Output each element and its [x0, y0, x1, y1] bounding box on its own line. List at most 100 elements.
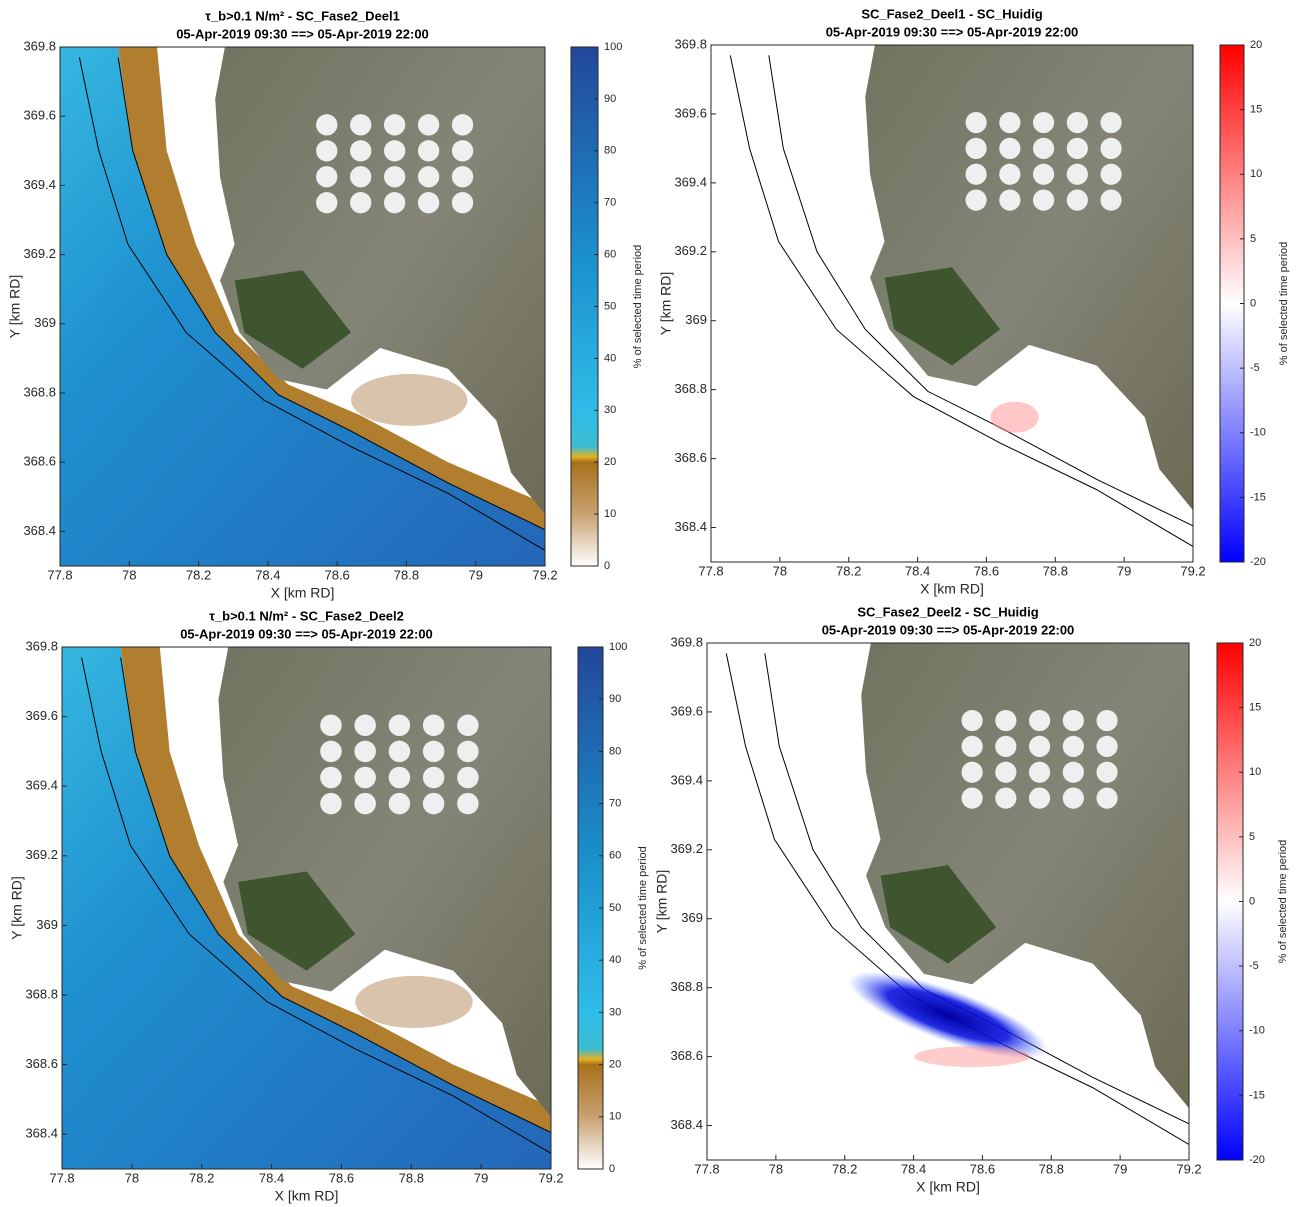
tank	[389, 741, 411, 763]
colorbar-tick-label: -15	[1250, 491, 1266, 503]
map-panel	[62, 647, 551, 1169]
chart-title: SC_Fase2_Deel1 - SC_Huidig	[861, 6, 1042, 21]
colorbar-tick-label: 0	[604, 560, 610, 572]
tank	[452, 140, 473, 161]
x-tick-label: 79	[1117, 563, 1131, 578]
tank	[1067, 164, 1088, 185]
tank	[423, 767, 445, 789]
y-tick-label: 369.2	[674, 243, 707, 258]
x-tick-label: 78	[125, 1170, 139, 1185]
tank	[1029, 710, 1050, 731]
x-axis-label: X [km RD]	[920, 581, 984, 597]
tank	[320, 741, 342, 763]
tank	[457, 767, 479, 789]
colorbar-tick-label: 20	[609, 1059, 621, 1071]
tank	[418, 140, 439, 161]
tank	[1100, 189, 1121, 210]
y-tick-label: 369.4	[674, 174, 707, 189]
tank	[418, 192, 439, 213]
colorbar-tick-label: 20	[1250, 39, 1262, 51]
y-tick-label: 368.8	[23, 384, 56, 399]
y-tick-label: 369	[685, 312, 707, 327]
colorbar-tick-label: 80	[604, 145, 616, 157]
y-tick-label: 369	[36, 917, 58, 932]
y-tick-label: 369.8	[23, 38, 56, 53]
colorbar-tick-label: -20	[1249, 1154, 1265, 1166]
x-axis-label: X [km RD]	[275, 1188, 339, 1204]
colorbar-tick-label: 5	[1249, 831, 1255, 843]
tank	[999, 164, 1020, 185]
tank	[350, 140, 371, 161]
y-tick-label: 369.6	[23, 108, 56, 123]
y-axis-label: Y [km RD]	[7, 275, 23, 339]
colorbar-tick-label: 40	[604, 352, 616, 364]
x-tick-label: 78.8	[394, 567, 419, 582]
colorbar-tick-label: 30	[609, 1006, 621, 1018]
x-tick-label: 78.2	[836, 563, 861, 578]
colorbar-tick-label: -15	[1249, 1089, 1265, 1101]
y-tick-label: 369.8	[25, 638, 58, 653]
colorbar-tick-label: 90	[609, 693, 621, 705]
x-tick-label: 78.4	[905, 563, 930, 578]
tank	[423, 741, 445, 763]
colorbar-tick-label: 0	[1249, 895, 1255, 907]
tank	[354, 767, 376, 789]
colorbar-tick-label: 10	[609, 1111, 621, 1123]
colorbar-tick-label: 5	[1250, 233, 1256, 245]
colorbar-tick-label: -20	[1250, 556, 1266, 568]
tank	[320, 767, 342, 789]
colorbar-tick-label: 80	[609, 745, 621, 757]
colorbar-tick-label: -10	[1249, 1025, 1265, 1037]
tank	[1029, 762, 1050, 783]
map-panel	[711, 45, 1193, 562]
tank	[350, 166, 371, 187]
x-tick-label: 78.6	[974, 563, 999, 578]
tank	[389, 715, 411, 737]
tank	[350, 114, 371, 135]
tank	[965, 138, 986, 159]
tank	[316, 192, 337, 213]
y-tick-label: 368.8	[674, 381, 707, 396]
tank	[320, 793, 342, 815]
map-panel	[707, 643, 1189, 1160]
chart-subtitle: 05-Apr-2019 09:30 ==> 05-Apr-2019 22:00	[822, 622, 1075, 637]
tank	[1033, 164, 1054, 185]
x-tick-label: 78.8	[1043, 563, 1068, 578]
tank	[384, 166, 405, 187]
chart-subtitle: 05-Apr-2019 09:30 ==> 05-Apr-2019 22:00	[180, 626, 433, 641]
map-panel	[60, 47, 545, 566]
tank	[999, 138, 1020, 159]
y-tick-label: 369.8	[670, 634, 703, 649]
colorbar-tick-label: 50	[604, 300, 616, 312]
x-tick-label: 79.2	[1176, 1161, 1201, 1176]
tank	[354, 715, 376, 737]
colorbar-tick-label: 70	[604, 197, 616, 209]
x-tick-label: 78.2	[832, 1161, 857, 1176]
colorbar-tick-label: 30	[604, 404, 616, 416]
x-tick-label: 79.2	[538, 1170, 563, 1185]
tank	[384, 140, 405, 161]
colorbar-tick-label: 60	[604, 249, 616, 261]
colorbar-tick-label: 40	[609, 954, 621, 966]
tank	[961, 710, 982, 731]
tank	[1033, 189, 1054, 210]
tank	[418, 166, 439, 187]
tank	[350, 192, 371, 213]
sand-patch	[355, 976, 472, 1028]
y-tick-label: 369	[34, 315, 56, 330]
x-tick-label: 78.8	[1039, 1161, 1064, 1176]
colorbar-tick-label: 100	[609, 641, 627, 653]
tank	[320, 715, 342, 737]
colorbar-tick-label: 10	[1250, 168, 1262, 180]
tank	[999, 112, 1020, 133]
y-tick-label: 369.4	[23, 177, 56, 192]
y-tick-label: 368.6	[25, 1056, 58, 1071]
tank	[452, 166, 473, 187]
y-tick-label: 368.4	[25, 1126, 58, 1141]
colorbar-tick-label: 60	[609, 850, 621, 862]
y-tick-label: 369.6	[670, 703, 703, 718]
tank	[965, 189, 986, 210]
x-tick-label: 79	[1113, 1161, 1127, 1176]
y-tick-label: 369.6	[25, 708, 58, 723]
colorbar-tick-label: 100	[604, 41, 622, 53]
